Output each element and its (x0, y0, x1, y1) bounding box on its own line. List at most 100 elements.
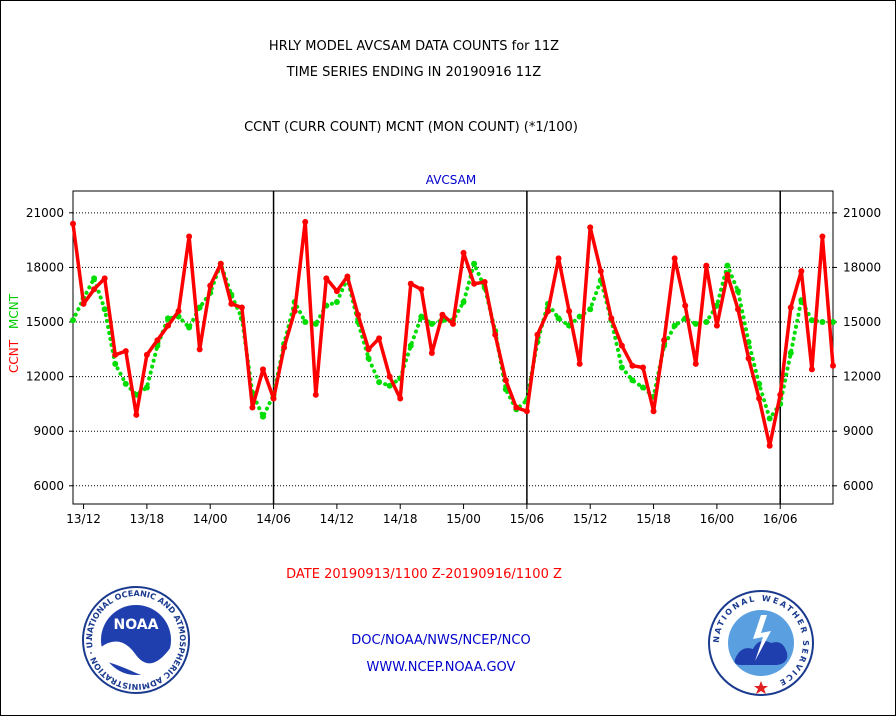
data-point-ccnt (787, 304, 794, 311)
data-point-ccnt (439, 311, 446, 318)
data-point-ccnt (165, 322, 171, 329)
data-point-ccnt (196, 346, 203, 353)
data-point-ccnt (798, 268, 805, 275)
data-point-ccnt (640, 364, 646, 371)
series-line-mcnt (71, 257, 835, 423)
noaa-logo: NATIONAL OCEANIC AND ATMOSPHERIC ADMINIS… (81, 585, 190, 694)
data-point-ccnt (766, 442, 773, 449)
data-point-ccnt (228, 300, 235, 307)
data-point-ccnt (629, 362, 636, 369)
data-point-ccnt (407, 280, 414, 287)
data-point-ccnt (365, 346, 372, 353)
data-point-ccnt (566, 308, 573, 315)
data-point-mcnt (692, 320, 699, 327)
x-tick-label: 14/12 (320, 512, 355, 526)
data-point-ccnt (692, 360, 699, 367)
data-point-ccnt (735, 306, 741, 313)
x-tick-label: 16/06 (763, 512, 798, 526)
data-point-ccnt (661, 337, 668, 344)
data-point-ccnt (777, 391, 784, 398)
y-tick-label-right: 6000 (843, 479, 874, 493)
data-point-ccnt (460, 249, 467, 256)
data-point-ccnt (597, 268, 604, 275)
data-point-ccnt (281, 344, 288, 351)
data-point-ccnt (312, 391, 319, 398)
data-point-ccnt (555, 255, 562, 262)
data-point-ccnt (576, 360, 583, 367)
data-point-ccnt (344, 273, 351, 280)
data-point-mcnt (376, 379, 383, 386)
chart-title-line-1: HRLY MODEL AVCSAM DATA COUNTS for 11Z (268, 39, 560, 54)
x-tick-label: 16/00 (700, 512, 735, 526)
data-point-mcnt (724, 262, 731, 269)
data-point-ccnt (186, 233, 193, 240)
x-tick-label: 15/18 (636, 512, 671, 526)
data-point-ccnt (133, 411, 140, 418)
y-tick-label-right: 12000 (843, 370, 881, 384)
data-point-ccnt (323, 275, 330, 282)
data-point-mcnt (756, 380, 763, 387)
x-tick-label: 15/00 (446, 512, 481, 526)
data-point-ccnt (471, 280, 478, 287)
data-point-mcnt (471, 260, 478, 267)
data-point-mcnt (386, 382, 393, 389)
data-point-ccnt (122, 348, 129, 355)
data-point-mcnt (365, 355, 372, 362)
data-point-mcnt (819, 319, 826, 326)
chart-subtitle: CCNT (CURR COUNT) MCNT (MON COUNT) (*1/1… (244, 120, 578, 135)
data-point-ccnt (260, 366, 266, 373)
data-point-mcnt (302, 319, 309, 326)
data-point-ccnt (112, 351, 119, 358)
data-point-mcnt (122, 380, 129, 387)
data-point-ccnt (545, 308, 551, 315)
data-point-ccnt (397, 395, 404, 402)
data-point-mcnt (333, 299, 340, 306)
data-point-ccnt (682, 302, 689, 309)
y-tick-label-left: 12000 (26, 370, 64, 384)
data-point-mcnt (587, 306, 594, 313)
x-tick-label: 15/06 (510, 512, 545, 526)
data-point-ccnt (91, 286, 98, 293)
data-point-ccnt (428, 349, 435, 356)
data-point-mcnt (576, 313, 583, 320)
data-point-mcnt (618, 364, 625, 371)
data-point-mcnt (101, 306, 108, 313)
data-point-ccnt (249, 404, 256, 411)
data-point-ccnt (492, 331, 499, 338)
chart-title-line-2: TIME SERIES ENDING IN 20190916 11Z (286, 65, 542, 80)
data-point-ccnt (608, 315, 615, 322)
data-point-ccnt (819, 233, 826, 240)
data-point-mcnt (460, 299, 467, 306)
data-point-mcnt (629, 377, 636, 384)
data-point-ccnt (756, 395, 763, 402)
panel-title: AVCSAM (425, 173, 477, 187)
data-point-ccnt (450, 320, 456, 327)
data-point-ccnt (270, 395, 277, 402)
data-point-ccnt (333, 288, 340, 295)
data-point-ccnt (481, 278, 488, 285)
noaa-logo-text: NOAA (114, 617, 159, 633)
y-tick-label-right: 18000 (843, 260, 881, 274)
x-tick-label: 13/18 (130, 512, 165, 526)
nws-logo: NATIONAL WEATHER SERVICE (708, 590, 814, 696)
data-point-ccnt (101, 275, 108, 282)
data-point-ccnt (217, 260, 224, 267)
data-point-ccnt (80, 300, 87, 307)
data-point-mcnt (808, 317, 815, 324)
data-point-ccnt (745, 355, 752, 362)
data-point-ccnt (418, 286, 425, 293)
x-tick-label: 14/06 (256, 512, 291, 526)
data-point-mcnt (830, 319, 836, 326)
x-tick-label: 13/12 (66, 512, 101, 526)
data-point-ccnt (830, 362, 836, 369)
data-point-mcnt (165, 315, 171, 322)
y-tick-label-left: 18000 (26, 260, 64, 274)
x-tick-label: 15/12 (573, 512, 608, 526)
series-line-ccnt (71, 220, 835, 448)
data-point-ccnt (618, 342, 625, 349)
data-point-mcnt (407, 342, 414, 349)
data-point-ccnt (534, 331, 541, 338)
x-tick-label: 14/00 (193, 512, 228, 526)
y-tick-label-right: 21000 (843, 206, 881, 220)
data-point-ccnt (291, 308, 298, 315)
